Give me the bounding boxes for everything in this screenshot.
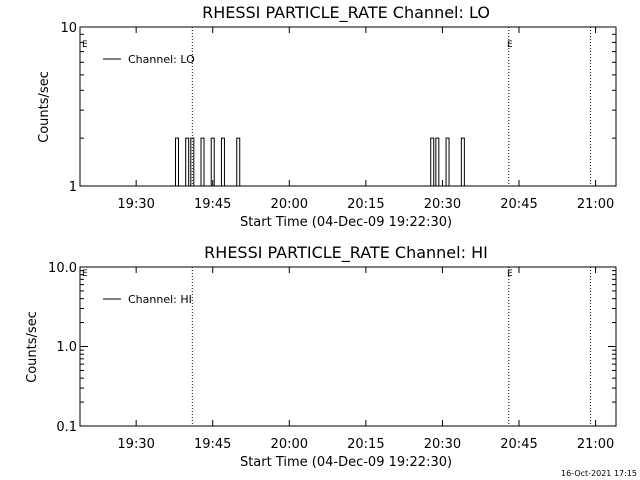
series-spike — [185, 137, 190, 186]
series-spike — [430, 137, 435, 186]
panel-lo: RHESSI PARTICLE_RATE Channel: LO 10 1 Co… — [37, 3, 617, 230]
xtick-label: 21:00 — [577, 197, 614, 212]
panel-hi-marker-label-e: E — [507, 269, 513, 279]
xtick-label: 20:30 — [424, 197, 461, 212]
panel-hi-ytick-0-1: 0.1 — [56, 420, 77, 435]
series-spike — [174, 137, 179, 186]
xtick-label: 19:30 — [117, 197, 154, 212]
panel-lo-plot-frame — [79, 26, 617, 187]
panel-hi-legend-label: Channel: HI — [128, 293, 192, 306]
panel-hi-ytick-1: 1.0 — [56, 340, 77, 355]
series-spike — [200, 137, 205, 186]
panel-lo-ylabel: Counts/sec — [37, 71, 52, 143]
xtick-label: 20:00 — [271, 437, 308, 452]
panel-lo-ytick-10: 10 — [60, 21, 77, 36]
xtick-label: 20:15 — [347, 437, 384, 452]
panel-hi-xlabel: Start Time (04-Dec-09 19:22:30) — [240, 455, 452, 470]
panel-hi-plot-frame — [79, 266, 617, 427]
series-spike — [220, 137, 225, 186]
series-spike — [460, 137, 465, 186]
xtick-label: 20:00 — [271, 197, 308, 212]
panel-lo-legend-label: Channel: LO — [128, 53, 195, 66]
series-spike — [190, 137, 195, 186]
series-spike — [445, 137, 450, 186]
panel-hi: RHESSI PARTICLE_RATE Channel: HI 10.0 1.… — [25, 243, 617, 470]
panel-lo-xlabel: Start Time (04-Dec-09 19:22:30) — [240, 215, 452, 230]
panel-lo-title: RHESSI PARTICLE_RATE Channel: LO — [202, 3, 490, 23]
panel-lo-ytick-1: 1 — [69, 180, 77, 195]
series-spike — [210, 137, 215, 186]
xtick-label: 20:45 — [500, 437, 537, 452]
xtick-label: 19:45 — [194, 437, 231, 452]
xtick-label: 19:30 — [117, 437, 154, 452]
panel-hi-left-marker-label: E — [82, 269, 88, 279]
panel-hi-ytick-10: 10.0 — [48, 261, 77, 276]
series-spike — [236, 137, 241, 186]
xtick-label: 21:00 — [577, 437, 614, 452]
xtick-label: 20:30 — [424, 437, 461, 452]
panel-lo-marker-label-e: E — [507, 40, 513, 50]
panel-lo-left-marker-label: E — [82, 40, 88, 50]
xtick-label: 19:45 — [194, 197, 231, 212]
xtick-label: 20:45 — [500, 197, 537, 212]
panel-hi-title: RHESSI PARTICLE_RATE Channel: HI — [204, 243, 488, 263]
xtick-label: 20:15 — [347, 197, 384, 212]
panel-hi-ylabel: Counts/sec — [25, 311, 40, 383]
footer-timestamp: 16-Oct-2021 17:15 — [561, 469, 637, 478]
series-spike — [435, 137, 440, 186]
